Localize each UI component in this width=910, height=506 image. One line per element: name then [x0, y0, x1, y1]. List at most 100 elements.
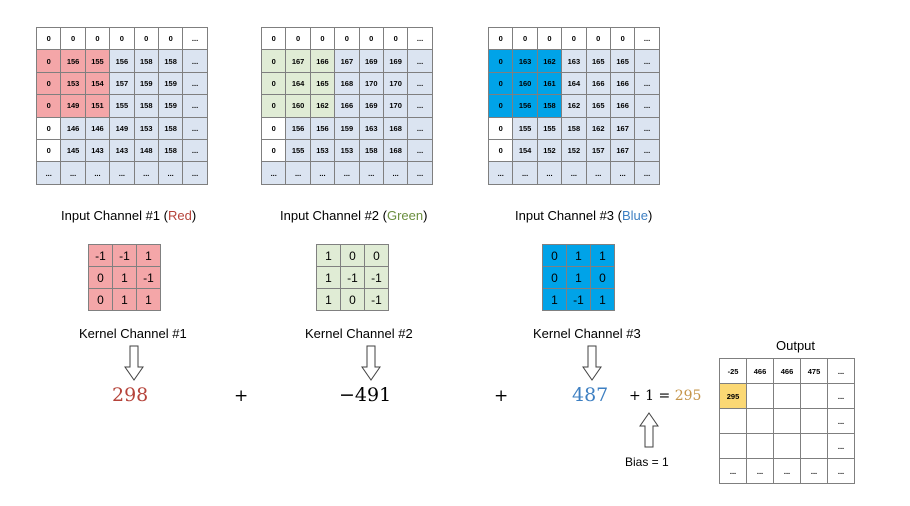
- grid-cell: 152: [536, 138, 563, 163]
- input-channel-1-title-end: ): [191, 208, 197, 223]
- grid-row: 0 160 162 166 169 170...: [260, 94, 433, 118]
- grid-row: 0 156 156 159 163 168...: [260, 116, 433, 140]
- grid-cell: 295: [719, 383, 747, 409]
- grid-cell: 0: [60, 26, 86, 51]
- grid-cell: ...: [827, 458, 855, 484]
- input-channel-2-title: Input Channel #2 (: [280, 208, 387, 223]
- grid-cell: ...: [182, 49, 208, 73]
- grid-cell: 159: [157, 94, 184, 118]
- grid-cell: 149: [109, 116, 135, 140]
- grid-cell: 466: [773, 358, 801, 384]
- grid-cell: 162: [561, 94, 587, 118]
- grid-cell: ...: [35, 161, 62, 185]
- grid-cell: 168: [334, 71, 360, 96]
- grid-cell: 158: [133, 49, 159, 73]
- grid-cell: 166: [609, 71, 636, 96]
- grid-row: 1 0 -1: [316, 288, 389, 311]
- grid-cell: [773, 383, 801, 409]
- grid-cell: 0: [487, 116, 514, 140]
- grid-cell: 165: [609, 49, 636, 73]
- grid-cell: ...: [285, 161, 311, 185]
- grid-row: 0 149 151 155 158 159...: [35, 94, 208, 118]
- grid-cell: 158: [536, 94, 563, 118]
- grid-cell: 0: [309, 26, 336, 51]
- grid-row: 0 146 146 149 153 158...: [35, 116, 208, 140]
- kernel-channel-2-label: Kernel Channel #2: [305, 326, 413, 341]
- grid-cell: 160: [285, 94, 311, 118]
- grid-cell: [719, 433, 747, 459]
- grid-row: 0 155 155 158 162 167...: [487, 116, 660, 140]
- grid-cell: 170: [382, 94, 409, 118]
- grid-cell: ...: [109, 161, 135, 185]
- input-channel-3-grid: 0 0 0 0 0 0... 0 163 162 163 165 165... 0 160 161 164 16…: [487, 26, 660, 185]
- grid-cell: 1: [590, 288, 615, 311]
- grid-row: 0 0 0 0 0 0...: [487, 26, 660, 51]
- grid-cell: ...: [260, 161, 287, 185]
- input-channel-3-label: Input Channel #3 (Blue): [515, 208, 652, 223]
- grid-cell: 151: [84, 94, 111, 118]
- input-channel-1-label: Input Channel #1 (Red): [61, 208, 196, 223]
- grid-cell: 1: [136, 288, 161, 311]
- input-channel-2-grid: 0 0 0 0 0 0... 0 167 166 167 169 169... 0 164 165 168 17…: [260, 26, 433, 185]
- output-title: Output: [776, 338, 816, 353]
- input-channel-1-title: Input Channel #1 (: [61, 208, 168, 223]
- input-channel-1-grid: 0 0 0 0 0 0... 0 156 155 156 158 158... 0 153 154 157 15…: [35, 26, 208, 185]
- grid-cell: 157: [109, 71, 135, 96]
- grid-cell: 167: [609, 138, 636, 163]
- grid-cell: ...: [407, 161, 433, 185]
- grid-row: 0 156 155 156 158 158...: [35, 49, 208, 73]
- grid-cell: ...: [133, 161, 159, 185]
- channel-3-result: 487: [572, 384, 609, 406]
- grid-cell: 166: [609, 94, 636, 118]
- grid-cell: -1: [364, 288, 389, 311]
- grid-row: 0 153 154 157 159 159...: [35, 71, 208, 96]
- kernel-channel-3-label: Kernel Channel #3: [533, 326, 641, 341]
- grid-cell: 0: [35, 26, 62, 51]
- grid-row: .....................: [487, 161, 660, 185]
- grid-cell: ...: [407, 116, 433, 140]
- grid-cell: 161: [536, 71, 563, 96]
- grid-cell: 159: [334, 116, 360, 140]
- grid-cell: ...: [827, 433, 855, 459]
- grid-cell: ...: [407, 49, 433, 73]
- grid-cell: ...: [827, 383, 855, 409]
- grid-cell: 153: [309, 138, 336, 163]
- grid-cell: 155: [285, 138, 311, 163]
- grid-cell: ...: [157, 161, 184, 185]
- grid-cell: ...: [60, 161, 86, 185]
- grid-cell: 0: [35, 71, 62, 96]
- grid-cell: 0: [35, 94, 62, 118]
- grid-cell: -1: [364, 266, 389, 289]
- grid-cell: ...: [407, 94, 433, 118]
- grid-cell: 148: [133, 138, 159, 163]
- up-arrow-icon: [639, 412, 659, 448]
- grid-row: 0 1 -1: [88, 266, 161, 289]
- grid-cell: 165: [585, 94, 611, 118]
- bias-sum-prefix: + 1 =: [629, 388, 675, 404]
- grid-cell: ...: [634, 138, 660, 163]
- grid-cell: ...: [634, 94, 660, 118]
- grid-cell: [800, 433, 828, 459]
- grid-cell: 0: [88, 288, 113, 311]
- grid-cell: ...: [407, 138, 433, 163]
- input-channel-3-title: Input Channel #3 (: [515, 208, 622, 223]
- grid-cell: 0: [285, 26, 311, 51]
- grid-cell: [719, 408, 747, 434]
- grid-cell: 165: [585, 49, 611, 73]
- plus-operator: +: [234, 386, 249, 406]
- grid-cell: 145: [60, 138, 86, 163]
- grid-cell: 156: [60, 49, 86, 73]
- grid-cell: ...: [634, 71, 660, 96]
- down-arrow-icon: [361, 345, 381, 381]
- grid-cell: 149: [60, 94, 86, 118]
- grid-row: 0 163 162 163 165 165...: [487, 49, 660, 73]
- grid-cell: 158: [561, 116, 587, 140]
- grid-cell: -25: [719, 358, 747, 384]
- grid-row: .....................: [260, 161, 433, 185]
- grid-row: ...: [719, 433, 855, 459]
- grid-cell: ...: [407, 26, 433, 51]
- grid-cell: 167: [334, 49, 360, 73]
- grid-cell: 155: [109, 94, 135, 118]
- input-channel-2-color-word: Green: [386, 208, 424, 223]
